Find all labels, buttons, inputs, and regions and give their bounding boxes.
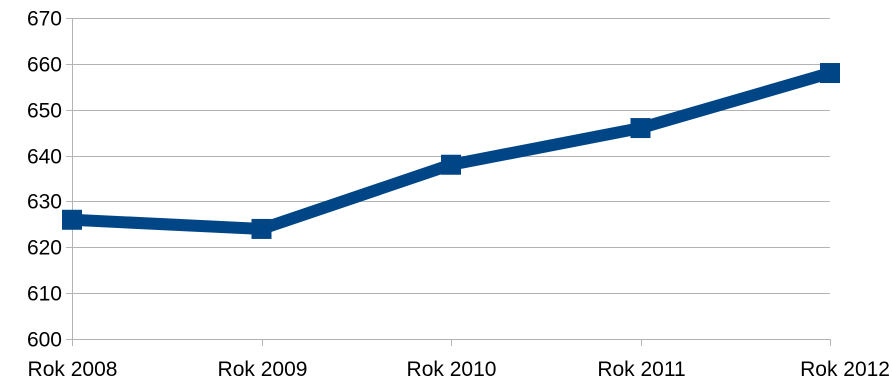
x-axis-tick-labels: Rok 2008 Rok 2009 Rok 2010 Rok 2011 Rok 2012 (28, 358, 890, 381)
y-tick-label: 670 (27, 8, 62, 31)
data-point-marker (820, 63, 840, 84)
y-tick-label: 640 (27, 146, 62, 169)
y-axis-tick-labels: 600 610 620 630 640 650 660 670 (27, 8, 62, 352)
series-line (71, 67, 832, 235)
data-point-marker (441, 154, 461, 175)
gridlines (72, 18, 830, 294)
y-tick-label: 630 (27, 191, 62, 214)
y-tick-label: 600 (27, 329, 62, 352)
data-point-marker (251, 218, 272, 239)
x-tick-label: Rok 2011 (597, 358, 685, 381)
y-tick-label: 610 (27, 283, 62, 306)
y-tick-label: 660 (27, 54, 62, 77)
x-tick-label: Rok 2010 (407, 358, 497, 381)
x-tick-label: Rok 2009 (218, 358, 308, 381)
data-point-marker (62, 209, 82, 230)
data-point-marker (630, 118, 651, 139)
x-tick-label: Rok 2008 (28, 358, 118, 381)
y-tick-label: 650 (27, 100, 62, 123)
x-tick-label: Rok 2012 (800, 358, 890, 381)
y-tick-label: 620 (27, 237, 62, 260)
series-group (62, 63, 840, 239)
axes (66, 18, 831, 346)
